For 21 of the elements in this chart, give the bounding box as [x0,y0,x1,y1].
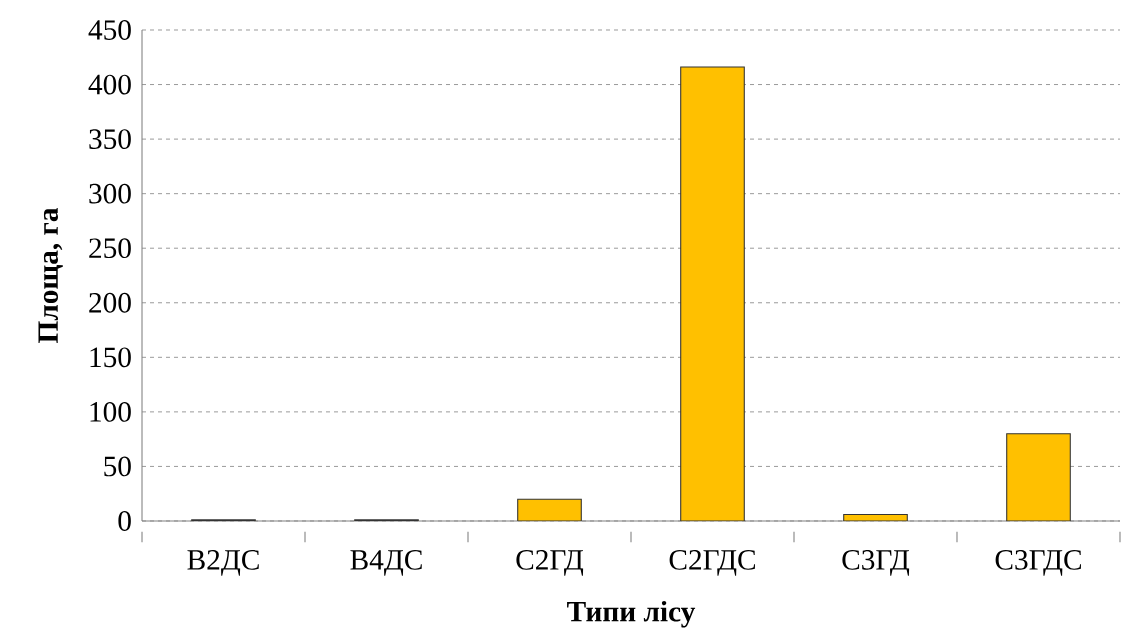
y-tick-label: 250 [89,238,131,259]
y-tick-label: 100 [90,401,131,422]
x-tick-label: С2ГДС [669,550,755,576]
bar [1006,433,1071,521]
y-tick-label: 350 [89,129,131,149]
bar [680,66,745,521]
y-axis-title: Площа, га [38,207,63,343]
x-tick-label: С3ГДС [995,550,1081,576]
x-tick-label: С3ГД [842,550,910,576]
x-tick-label: В2ДС [187,550,259,576]
y-tick-label: 0 [118,511,131,531]
y-tick-label: 450 [88,20,131,40]
y-tick-label: 200 [89,292,131,313]
y-tick-label: 150 [90,347,131,368]
bar [517,498,582,521]
y-tick-label: 400 [88,74,131,95]
x-tick-label: С2ГД [516,550,584,576]
x-axis-title: Типи лісу [567,600,696,628]
y-tick-label: 300 [89,183,131,204]
x-tick-label: В4ДС [350,550,422,576]
y-tick-label: 50 [104,456,131,477]
